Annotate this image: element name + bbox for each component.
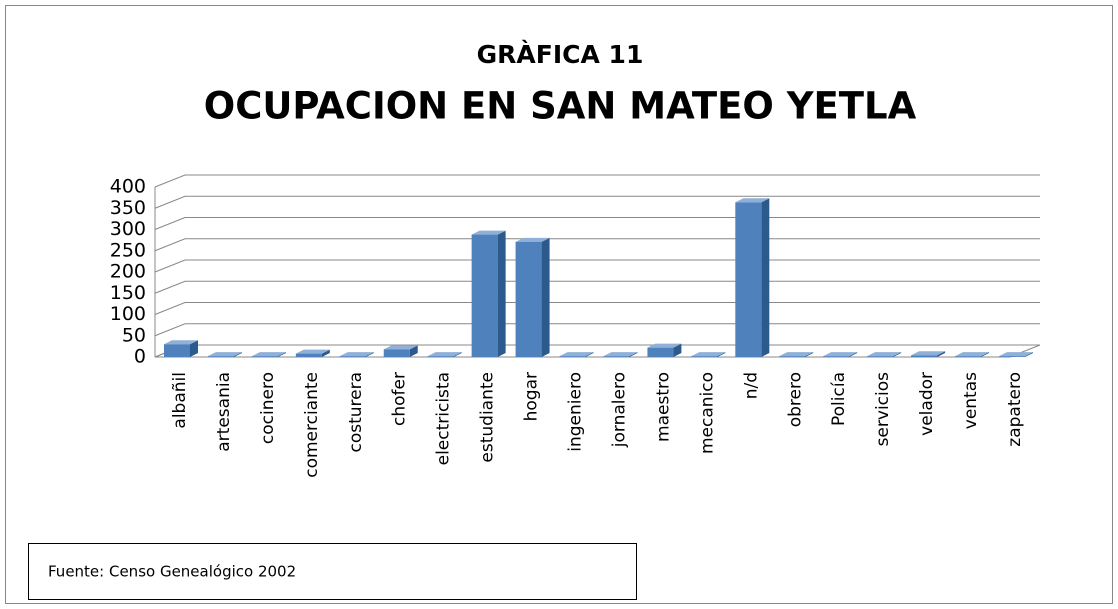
bar-top — [647, 343, 682, 348]
bar-side — [805, 352, 814, 357]
bar — [251, 356, 278, 357]
bar-side — [893, 352, 902, 357]
bar — [603, 356, 630, 357]
x-tick-label: mecanico — [697, 372, 717, 454]
bar-top — [207, 352, 242, 357]
x-tick-label: velador — [917, 372, 937, 436]
bar — [823, 356, 850, 357]
bar-side — [190, 340, 198, 357]
bar-top — [955, 352, 990, 357]
x-tick-label: cocinero — [258, 372, 278, 444]
bar — [955, 356, 982, 357]
bar-top — [339, 352, 374, 357]
bar-top — [427, 352, 462, 357]
bar-side — [453, 352, 462, 357]
x-tick-label: maestro — [653, 372, 673, 442]
bar-top — [603, 352, 638, 357]
bar — [999, 356, 1025, 357]
bar — [911, 355, 938, 357]
bar-top — [823, 352, 858, 357]
y-tick-label: 0 — [134, 346, 146, 368]
bar-side — [673, 343, 682, 357]
bar — [735, 202, 762, 357]
bar — [471, 234, 498, 357]
chart-subtitle: OCUPACION EN SAN MATEO YETLA — [204, 85, 917, 128]
bar — [867, 356, 894, 357]
chart-title: GRÀFICA 11 — [477, 40, 644, 69]
bar-top — [383, 345, 418, 350]
source-box — [28, 543, 637, 600]
y-tick-label: 400 — [110, 176, 146, 198]
bar-top — [251, 352, 286, 357]
x-tick-label: jornalero — [609, 372, 629, 448]
bar-side — [1025, 352, 1033, 357]
chart-frame — [5, 5, 1113, 604]
bar-top — [779, 352, 814, 357]
y-tick-label: 150 — [110, 282, 146, 304]
y-tick-label: 250 — [110, 239, 146, 261]
bar-side — [937, 351, 946, 357]
bar-top — [999, 352, 1033, 357]
bar-side — [233, 352, 242, 357]
bar — [647, 347, 674, 357]
y-tick-label: 300 — [110, 218, 146, 240]
bar — [295, 353, 322, 357]
bar-top — [559, 352, 594, 357]
bar — [515, 241, 542, 357]
bar-side — [365, 352, 374, 357]
bar — [691, 356, 718, 357]
x-tick-label: n/d — [741, 372, 761, 399]
y-tick-label: 350 — [110, 197, 146, 219]
bar-side — [585, 352, 594, 357]
grid-line — [154, 195, 1040, 209]
bar-side — [277, 352, 286, 357]
grid-line — [154, 174, 1040, 188]
x-tick-label: hogar — [522, 372, 542, 421]
y-tick-label: 200 — [110, 261, 146, 283]
bar-top — [471, 230, 506, 235]
bar-side — [981, 352, 990, 357]
bar-side — [409, 345, 418, 357]
bar-side — [541, 237, 550, 357]
bar-top — [911, 351, 946, 356]
bar-top — [295, 349, 330, 354]
x-tick-label: estudiante — [478, 372, 498, 463]
floor — [154, 344, 1041, 358]
x-tick-label: Policía — [829, 372, 849, 426]
bar — [164, 344, 190, 357]
bar — [779, 356, 806, 357]
x-tick-label: ventas — [961, 372, 981, 429]
x-tick-label: costurera — [346, 372, 366, 453]
bar-top — [867, 352, 902, 357]
bar-top — [691, 352, 726, 357]
x-tick-label: ingeniero — [566, 372, 586, 452]
bar-top — [164, 340, 198, 345]
source-note: Fuente: Censo Genealógico 2002 — [48, 563, 296, 581]
bar — [383, 349, 410, 357]
x-tick-label: electricista — [434, 372, 454, 465]
x-tick-label: chofer — [390, 372, 410, 426]
bar-side — [629, 352, 638, 357]
bar-side — [321, 349, 330, 357]
x-tick-label: artesania — [214, 372, 234, 452]
bar-top — [515, 237, 550, 242]
x-tick-label: comerciante — [302, 372, 322, 478]
x-tick-label: zapatero — [1005, 372, 1025, 447]
bar — [427, 356, 454, 357]
bar-side — [497, 230, 506, 357]
y-tick-label: 50 — [122, 324, 146, 346]
bar-side — [849, 352, 858, 357]
x-tick-label: obrero — [785, 372, 805, 427]
bar — [207, 356, 234, 357]
bar-top — [735, 198, 770, 203]
y-tick-label: 100 — [110, 303, 146, 325]
bar-side — [761, 198, 770, 357]
x-tick-label: albañil — [170, 372, 190, 429]
bar — [559, 356, 586, 357]
bar — [339, 356, 366, 357]
bar-side — [717, 352, 726, 357]
x-tick-label: servicios — [873, 372, 893, 447]
